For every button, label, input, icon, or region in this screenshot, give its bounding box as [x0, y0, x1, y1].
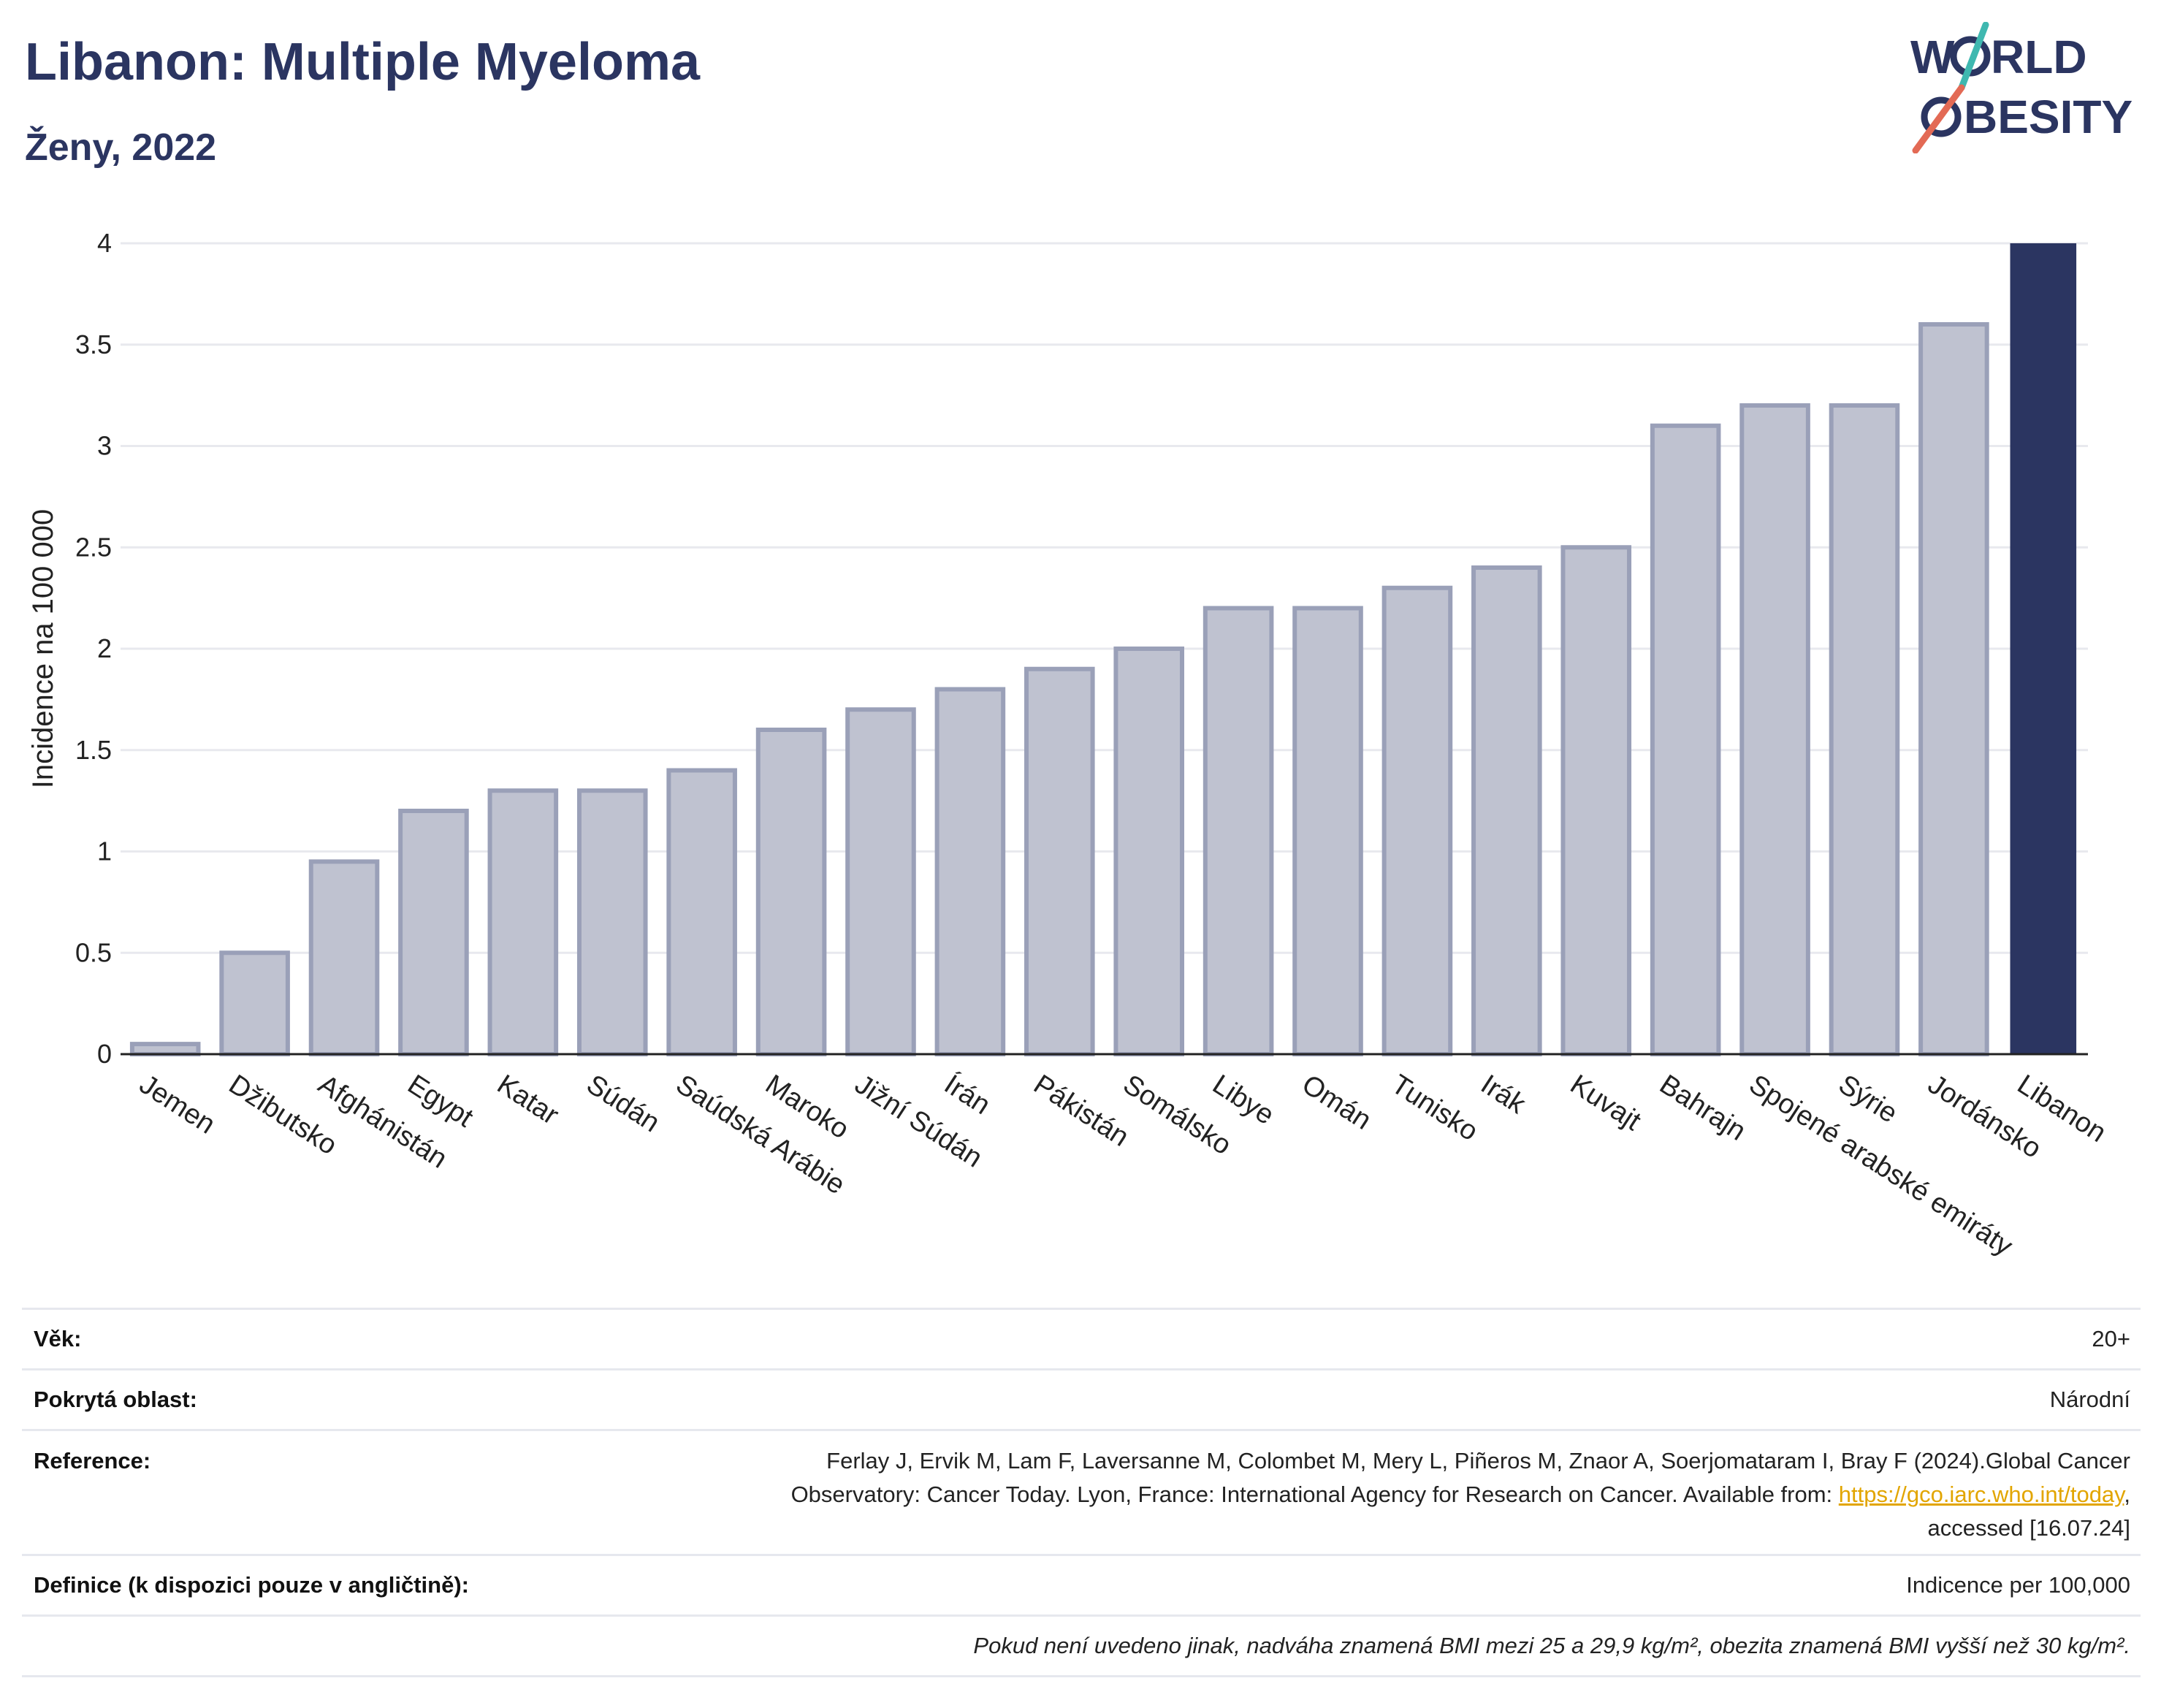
info-table: Věk: 20+ Pokrytá oblast: Národní Referen… [22, 1308, 2141, 1677]
x-tick-label: Katar [492, 1069, 564, 1131]
bar-egypt[interactable] [398, 809, 469, 1056]
reference-link[interactable]: https://gco.iarc.who.int/today [1838, 1482, 2124, 1507]
logo-slash-teal [1958, 22, 1989, 91]
age-label: Věk: [34, 1326, 82, 1351]
logo-text-rld: RLD [1991, 31, 2087, 83]
x-tick-label: Omán [1297, 1069, 1377, 1136]
reference-line-2-end: , [2124, 1482, 2130, 1507]
info-row-note: Pokud není uvedeno jinak, nadváha znamen… [22, 1614, 2141, 1677]
reference-label: Reference: [34, 1448, 151, 1473]
world-obesity-logo: W RLD BESITY [1910, 22, 2133, 153]
age-value: 20+ [2092, 1326, 2130, 1351]
bar-džibutsko[interactable] [219, 950, 290, 1056]
bar-maroko[interactable] [755, 728, 827, 1056]
chart-title: Libanon: Multiple Myeloma [25, 33, 701, 91]
bar-katar[interactable] [487, 788, 559, 1056]
bar-súdán[interactable] [576, 788, 648, 1056]
y-tick-label: 1 [97, 836, 112, 866]
bar-somálsko[interactable] [1113, 647, 1184, 1056]
reference-line-1: Ferlay J, Ervik M, Lam F, Laversanne M, … [826, 1448, 2130, 1473]
area-label: Pokrytá oblast: [34, 1387, 197, 1412]
logo-slash-red [1912, 84, 1965, 153]
definition-value: Indicence per 100,000 [1906, 1572, 2130, 1598]
y-tick-label: 3 [97, 431, 112, 461]
bar-libanon[interactable] [2010, 243, 2077, 1054]
y-tick-label: 4 [97, 228, 112, 258]
bar-jemen[interactable] [129, 1042, 201, 1056]
info-row-reference: Reference: Ferlay J, Ervik M, Lam F, Lav… [22, 1429, 2141, 1554]
bar-írán[interactable] [934, 687, 1006, 1056]
bar-chart: 0 0.5 1 1.5 2 2.5 3 3.5 4 Incidence na 100 000 Jem… [27, 228, 2111, 1262]
area-value: Národní [2049, 1387, 2130, 1412]
info-row-definition: Definice (k dispozici pouze v angličtině… [22, 1554, 2141, 1614]
bar-sýrie[interactable] [1829, 403, 1900, 1056]
reference-line-2: Observatory: Cancer Today. Lyon, France:… [790, 1482, 1839, 1507]
bar-spojené-arabské-emiráty[interactable] [1739, 403, 1810, 1056]
reference-value: Ferlay J, Ervik M, Lam F, Laversanne M, … [791, 1444, 2141, 1545]
y-tick-label: 1.5 [75, 735, 112, 765]
y-tick-label: 0.5 [75, 937, 112, 967]
x-tick-label: Pákistán [1028, 1069, 1134, 1153]
definition-label: Definice (k dispozici pouze v angličtině… [34, 1572, 469, 1598]
bar-bahrajn[interactable] [1650, 423, 1721, 1056]
bar-saúdská-arábie[interactable] [666, 768, 737, 1056]
x-tick-label: Kuvajt [1565, 1069, 1647, 1137]
bar-irák[interactable] [1471, 565, 1542, 1056]
x-tick-label: Libye [1207, 1069, 1279, 1131]
bar-jordánsko[interactable] [1918, 322, 1989, 1056]
bmi-note: Pokud není uvedeno jinak, nadváha znamen… [973, 1633, 2130, 1658]
y-tick-label: 2.5 [75, 532, 112, 562]
info-row-age: Věk: 20+ [22, 1308, 2141, 1368]
reference-line-3: accessed [16.07.24] [1927, 1515, 2130, 1541]
bar-tunisko[interactable] [1381, 585, 1453, 1056]
chart-subtitle: Ženy, 2022 [25, 126, 217, 169]
bar-omán[interactable] [1292, 606, 1363, 1056]
bar-libye[interactable] [1203, 606, 1274, 1056]
x-tick-label: Írán [939, 1068, 996, 1121]
bar-jižní-súdán[interactable] [845, 707, 916, 1056]
logo-text-besity: BESITY [1964, 91, 2133, 143]
x-tick-label: Jemen [134, 1069, 221, 1140]
logo-o-ring-2 [1921, 96, 1962, 137]
x-tick-label: Irák [1475, 1069, 1531, 1120]
x-tick-label: Bahrajn [1654, 1069, 1751, 1147]
bar-kuvajt[interactable] [1560, 545, 1632, 1056]
x-tick-label: Súdán [581, 1069, 665, 1138]
y-axis-label: Incidence na 100 000 [27, 509, 59, 789]
info-row-area: Pokrytá oblast: Národní [22, 1368, 2141, 1429]
bar-pákistán[interactable] [1024, 666, 1095, 1056]
logo-text-w: W [1910, 31, 1955, 83]
bar-afghánistán[interactable] [308, 859, 380, 1056]
bars-layer [129, 243, 2077, 1056]
y-tick-label: 2 [97, 633, 112, 663]
y-tick-label: 3.5 [75, 329, 112, 359]
x-tick-label: Tunisko [1386, 1069, 1483, 1147]
y-tick-label: 0 [97, 1039, 112, 1069]
x-tick-label: Sýrie [1833, 1069, 1902, 1129]
